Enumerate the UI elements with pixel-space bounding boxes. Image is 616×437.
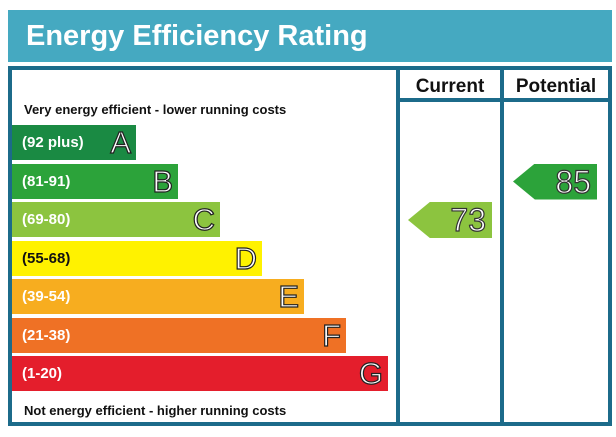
band-b: (81-91) B [12, 163, 178, 199]
band-a: (92 plus) A [12, 124, 136, 161]
band-letter: D [234, 240, 258, 276]
top-caption: Very energy efficient - lower running co… [24, 102, 287, 117]
current-rating-value: 73 [450, 202, 487, 238]
band-range-label: (92 plus) [22, 134, 84, 151]
band-letter: C [192, 201, 216, 237]
current-rating-arrow: 73 [408, 202, 492, 238]
band-g: (1-20) G [12, 355, 388, 392]
rating-chart: Current Potential Very energy efficient … [8, 66, 612, 426]
current-column-header: Current [415, 76, 485, 97]
band-range-label: (55-68) [22, 249, 71, 267]
band-letter: B [152, 163, 174, 199]
band-c: (69-80) C [12, 201, 220, 238]
band-range-label: (1-20) [22, 365, 63, 382]
band-range-label: (81-91) [22, 172, 71, 190]
band-range-label: (69-80) [22, 211, 71, 228]
potential-rating-value: 85 [555, 163, 592, 200]
potential-column-header: Potential [515, 76, 597, 97]
band-range-label: (21-38) [22, 326, 71, 344]
header-divider [396, 98, 608, 102]
band-d: (55-68) D [12, 240, 262, 276]
column-divider-right [500, 70, 504, 422]
band-letter: E [278, 278, 300, 314]
band-f: (21-38) F [12, 317, 346, 353]
band-range-label: (39-54) [22, 288, 71, 305]
band-letter: F [321, 317, 341, 353]
band-e: (39-54) E [12, 278, 304, 315]
bottom-caption: Not energy efficient - higher running co… [24, 403, 287, 418]
band-letter: G [358, 355, 383, 391]
band-letter: A [110, 124, 132, 160]
column-divider-left [396, 70, 400, 422]
potential-rating-arrow: 85 [513, 163, 597, 200]
page-title: Energy Efficiency Rating [8, 10, 612, 62]
